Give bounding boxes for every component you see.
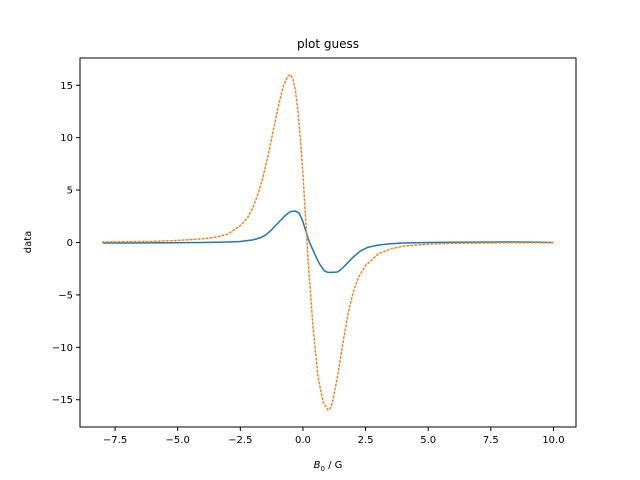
- y-tick-label: −15: [52, 395, 73, 406]
- x-tick-label: 0.0: [295, 435, 311, 446]
- y-tick-label: 10: [60, 133, 73, 144]
- x-tick-label: 10.0: [542, 435, 564, 446]
- x-tick-label: 5.0: [420, 435, 436, 446]
- x-axis-label: B0 / G: [314, 460, 343, 473]
- x-tick-label: 2.5: [358, 435, 374, 446]
- y-axis-label: data: [23, 231, 34, 254]
- y-tick-label: 5: [67, 186, 73, 197]
- y-tick-label: −5: [58, 290, 73, 301]
- y-tick-label: 0: [67, 238, 73, 249]
- x-tick-label: −7.5: [103, 435, 127, 446]
- x-tick-label: −5.0: [166, 435, 190, 446]
- x-axis-label-main: B: [314, 460, 321, 471]
- series-layer: [101, 74, 555, 411]
- x-axis: −7.5 −5.0 −2.5 0.0 2.5 5.0 7.5 10.0: [103, 427, 565, 446]
- chart-title: plot guess: [297, 37, 359, 51]
- y-tick-label: 15: [60, 81, 73, 92]
- x-axis-label-unit: / G: [325, 460, 342, 471]
- x-tick-label: −2.5: [228, 435, 252, 446]
- x-tick-label: 7.5: [483, 435, 499, 446]
- series-line-1: [102, 210, 554, 274]
- y-axis: −15 −10 −5 0 5 10 15: [52, 81, 80, 406]
- y-tick-label: −10: [52, 343, 73, 354]
- x-axis-label-subscript: 0: [320, 465, 324, 473]
- series-line-2: [101, 74, 555, 411]
